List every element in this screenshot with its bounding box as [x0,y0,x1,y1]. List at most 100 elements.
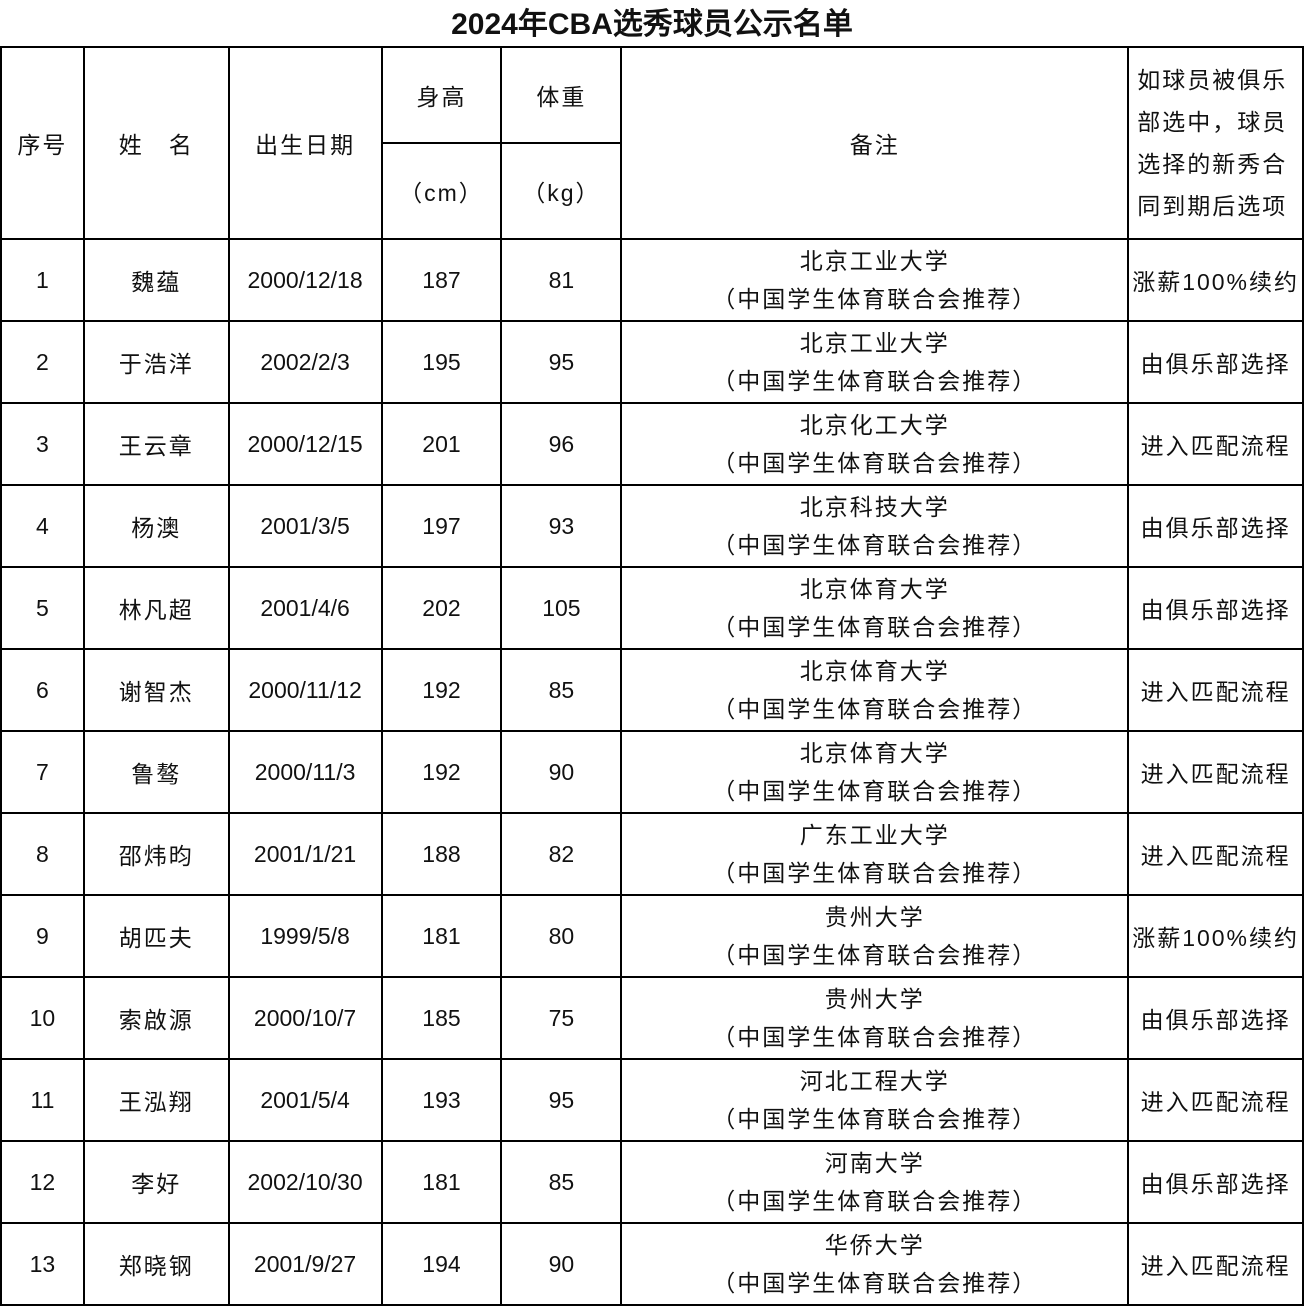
cell-note: 广东工业大学 （中国学生体育联合会推荐） [620,812,1130,896]
note-school: 贵州大学 [824,904,925,930]
header-option: 如球员被俱乐部选中，球员选择的新秀合同到期后选项 [1127,46,1304,240]
cell-height: 202 [380,566,503,650]
header-height: 身高 [380,46,503,144]
cell-option: 由俱乐部选择 [1127,566,1304,650]
table-row: 4 杨澳 2001/3/5 197 93 北京科技大学 （中国学生体育联合会推荐） 由俱乐部选… [0,484,1304,568]
cell-height: 197 [380,484,503,568]
table-row: 1 魏蕴 2000/12/18 187 81 北京工业大学 （中国学生体育联合会推荐） 涨薪1… [0,238,1304,322]
cell-name: 谢智杰 [82,648,230,732]
cell-no: 1 [0,238,85,322]
cell-weight: 80 [500,894,623,978]
note-school: 北京化工大学 [799,412,950,438]
cell-no: 11 [0,1058,85,1142]
cell-weight: 90 [500,730,623,814]
header-name: 姓 名 [82,46,230,240]
cell-no: 13 [0,1222,85,1306]
cell-no: 4 [0,484,85,568]
cell-note: 华侨大学 （中国学生体育联合会推荐） [620,1222,1130,1306]
header-weight: 体重 [500,46,623,144]
note-school: 北京工业大学 [799,330,950,356]
cell-name: 索啟源 [82,976,230,1060]
note-recommendation: （中国学生体育联合会推荐） [712,532,1038,558]
cell-no: 9 [0,894,85,978]
cell-no: 12 [0,1140,85,1224]
cell-weight: 82 [500,812,623,896]
cell-option: 由俱乐部选择 [1127,484,1304,568]
cell-note: 北京体育大学 （中国学生体育联合会推荐） [620,566,1130,650]
cell-birth: 2000/12/18 [227,238,383,322]
cell-birth: 2001/1/21 [227,812,383,896]
note-school: 北京体育大学 [799,740,950,766]
cell-note: 贵州大学 （中国学生体育联合会推荐） [620,894,1130,978]
cell-name: 杨澳 [82,484,230,568]
cell-option: 由俱乐部选择 [1127,320,1304,404]
header-weight-unit: （kg） [500,142,623,240]
cell-name: 王泓翔 [82,1058,230,1142]
cell-note: 北京化工大学 （中国学生体育联合会推荐） [620,402,1130,486]
note-recommendation: （中国学生体育联合会推荐） [712,942,1038,968]
note-recommendation: （中国学生体育联合会推荐） [712,1270,1038,1296]
note-recommendation: （中国学生体育联合会推荐） [712,614,1038,640]
cell-note: 贵州大学 （中国学生体育联合会推荐） [620,976,1130,1060]
cell-birth: 2001/4/6 [227,566,383,650]
cell-option: 进入匹配流程 [1127,812,1304,896]
note-recommendation: （中国学生体育联合会推荐） [712,1024,1038,1050]
table-row: 9 胡匹夫 1999/5/8 181 80 贵州大学 （中国学生体育联合会推荐） 涨薪100%… [0,894,1304,978]
cell-note: 北京工业大学 （中国学生体育联合会推荐） [620,320,1130,404]
cell-no: 10 [0,976,85,1060]
cell-weight: 95 [500,320,623,404]
cell-height: 187 [380,238,503,322]
cell-no: 6 [0,648,85,732]
note-recommendation: （中国学生体育联合会推荐） [712,450,1038,476]
player-table: 序号 姓 名 出生日期 身高 体重 备注 如球员被俱乐部选中，球员选择的新秀合同… [0,46,1304,1306]
cell-birth: 2000/11/12 [227,648,383,732]
cell-weight: 93 [500,484,623,568]
cell-height: 185 [380,976,503,1060]
cell-no: 5 [0,566,85,650]
cell-note: 北京体育大学 （中国学生体育联合会推荐） [620,648,1130,732]
cell-note: 北京体育大学 （中国学生体育联合会推荐） [620,730,1130,814]
cell-height: 192 [380,730,503,814]
table-row: 2 于浩洋 2002/2/3 195 95 北京工业大学 （中国学生体育联合会推荐） 由俱乐部… [0,320,1304,404]
table-row: 3 王云章 2000/12/15 201 96 北京化工大学 （中国学生体育联合会推荐） 进入… [0,402,1304,486]
cell-name: 林凡超 [82,566,230,650]
cell-weight: 95 [500,1058,623,1142]
cell-note: 北京工业大学 （中国学生体育联合会推荐） [620,238,1130,322]
cell-name: 鲁骜 [82,730,230,814]
cell-birth: 2000/10/7 [227,976,383,1060]
table-row: 11 王泓翔 2001/5/4 193 95 河北工程大学 （中国学生体育联合会推荐） 进入匹… [0,1058,1304,1142]
cell-height: 193 [380,1058,503,1142]
cell-option: 进入匹配流程 [1127,402,1304,486]
table-row: 5 林凡超 2001/4/6 202 105 北京体育大学 （中国学生体育联合会推荐） 由俱乐… [0,566,1304,650]
note-recommendation: （中国学生体育联合会推荐） [712,860,1038,886]
cell-height: 192 [380,648,503,732]
cell-birth: 2001/9/27 [227,1222,383,1306]
cell-birth: 1999/5/8 [227,894,383,978]
cell-option: 进入匹配流程 [1127,730,1304,814]
note-recommendation: （中国学生体育联合会推荐） [712,286,1038,312]
note-school: 华侨大学 [824,1232,925,1258]
cell-no: 7 [0,730,85,814]
cell-note: 北京科技大学 （中国学生体育联合会推荐） [620,484,1130,568]
cell-name: 李好 [82,1140,230,1224]
cell-note: 河北工程大学 （中国学生体育联合会推荐） [620,1058,1130,1142]
cell-birth: 2000/11/3 [227,730,383,814]
cell-weight: 85 [500,1140,623,1224]
note-school: 贵州大学 [824,986,925,1012]
note-school: 广东工业大学 [799,822,950,848]
table-row: 12 李好 2002/10/30 181 85 河南大学 （中国学生体育联合会推荐） 由俱乐部… [0,1140,1304,1224]
note-school: 北京工业大学 [799,248,950,274]
cell-weight: 90 [500,1222,623,1306]
cell-option: 涨薪100%续约 [1127,238,1304,322]
cell-birth: 2002/2/3 [227,320,383,404]
note-recommendation: （中国学生体育联合会推荐） [712,368,1038,394]
table-row: 6 谢智杰 2000/11/12 192 85 北京体育大学 （中国学生体育联合会推荐） 进入… [0,648,1304,732]
cell-height: 181 [380,894,503,978]
table-row: 7 鲁骜 2000/11/3 192 90 北京体育大学 （中国学生体育联合会推荐） 进入匹配… [0,730,1304,814]
cell-option: 由俱乐部选择 [1127,1140,1304,1224]
cell-weight: 105 [500,566,623,650]
table-row: 8 邵炜昀 2001/1/21 188 82 广东工业大学 （中国学生体育联合会推荐） 进入匹… [0,812,1304,896]
cell-name: 魏蕴 [82,238,230,322]
note-recommendation: （中国学生体育联合会推荐） [712,1188,1038,1214]
note-school: 北京体育大学 [799,658,950,684]
